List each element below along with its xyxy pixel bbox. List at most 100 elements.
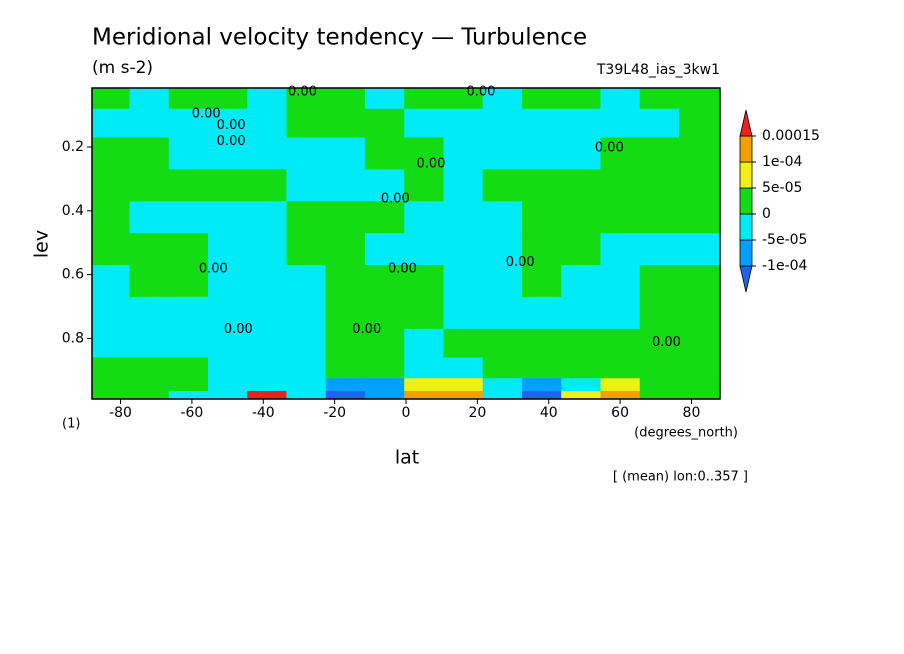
contour-cell: [168, 328, 209, 359]
run-label: T39L48_ias_3kw1: [596, 62, 720, 78]
contour-cell: [678, 88, 721, 110]
contour-cell: [129, 265, 170, 298]
contour-cell: [286, 169, 327, 202]
contour-cell: [443, 108, 484, 138]
contour-cell: [443, 328, 484, 359]
contour-cell: [207, 169, 248, 202]
y-axis-label: lev: [31, 230, 53, 258]
contour-cell: [129, 328, 170, 359]
contour-cell: [247, 137, 287, 170]
contour-cell: [561, 169, 601, 202]
contour-cell: [207, 265, 248, 298]
contour-cell: [286, 108, 327, 138]
contour-cell: [325, 88, 366, 110]
contour-cell: [286, 328, 327, 359]
contour-label: 0.00: [466, 85, 495, 100]
contour-cell: [325, 169, 366, 202]
contour-cell: [482, 328, 523, 359]
y-tick-label: 0.2: [62, 139, 84, 155]
contour-cell: [521, 391, 562, 400]
contour-cell: [168, 265, 209, 298]
contour-cell: [325, 328, 366, 359]
contour-cell: [92, 201, 130, 234]
contour-cell: [443, 265, 484, 298]
contour-cell: [600, 169, 641, 202]
contour-cell: [207, 328, 248, 359]
contour-cell: [92, 378, 130, 392]
contour-cell: [247, 391, 287, 400]
contour-cell: [364, 328, 405, 359]
contour-cell: [561, 328, 601, 359]
contour-cell: [521, 378, 562, 392]
contour-cell: [639, 328, 680, 359]
colorbar-label: 5e-05: [762, 180, 802, 196]
contour-cell: [286, 137, 327, 170]
contour-cell: [639, 201, 680, 234]
contour-label: 0.00: [217, 118, 246, 133]
contour-cell: [482, 108, 523, 138]
contour-cell: [521, 265, 562, 298]
contour-cell: [168, 169, 209, 202]
contour-cell: [600, 357, 641, 379]
contour-cell: [521, 328, 562, 359]
contour-cell: [364, 137, 405, 170]
contour-cell: [600, 391, 641, 400]
contour-cell: [639, 108, 680, 138]
colorbar-label: 1e-04: [762, 154, 802, 170]
colorbar-band: [739, 265, 753, 293]
contour-cell: [92, 108, 130, 138]
colorbar-band: [739, 239, 753, 267]
contour-cell: [129, 357, 170, 379]
contour-cell: [521, 296, 562, 330]
x-tick-label: -80: [109, 405, 132, 421]
contour-cell: [482, 391, 523, 400]
contour-cell: [561, 88, 601, 110]
contour-cell: [678, 137, 721, 170]
x-tick-label: -40: [252, 405, 275, 421]
colorbar-band: [739, 213, 753, 241]
colorbar-band: [739, 135, 753, 163]
contour-cell: [129, 296, 170, 330]
contour-cell: [521, 137, 562, 170]
contour-cell: [600, 201, 641, 234]
contour-cell: [168, 357, 209, 379]
contour-cell: [247, 296, 287, 330]
contour-cell: [247, 378, 287, 392]
contour-cell: [325, 233, 366, 266]
contour-cell: [678, 328, 721, 359]
contour-cell: [247, 201, 287, 234]
contour-cell: [207, 233, 248, 266]
colorbar-band: [739, 187, 753, 215]
contour-cell: [286, 201, 327, 234]
colorbar-label: 0.00015: [762, 128, 820, 144]
contour-cell: [129, 233, 170, 266]
contour-cell: [404, 108, 444, 138]
contour-cell: [600, 328, 641, 359]
x-tick-label: 20: [468, 405, 486, 421]
contour-cell: [129, 201, 170, 234]
contour-cell: [325, 201, 366, 234]
contour-cell: [168, 137, 209, 170]
contour-label: 0.00: [381, 191, 410, 206]
contour-cell: [168, 378, 209, 392]
contour-cell: [482, 378, 523, 392]
y-unit: (1): [62, 417, 80, 432]
contour-cell: [325, 265, 366, 298]
footnote: [ (mean) lon:0..357 ]: [613, 470, 748, 485]
contour-cell: [639, 137, 680, 170]
contour-label: 0.00: [506, 255, 535, 270]
contour-cell: [364, 88, 405, 110]
contour-cell: [325, 108, 366, 138]
contour-cell: [482, 233, 523, 266]
contour-label: 0.00: [288, 85, 317, 100]
contour-cell: [364, 265, 405, 298]
contour-cell: [639, 265, 680, 298]
contour-cell: [404, 357, 444, 379]
contour-cell: [286, 88, 327, 110]
contour-cell: [286, 233, 327, 266]
contour-cell: [639, 233, 680, 266]
contour-cell: [247, 108, 287, 138]
contour-cell: [639, 169, 680, 202]
x-tick-label: 0: [402, 405, 411, 421]
contour-cell: [482, 137, 523, 170]
